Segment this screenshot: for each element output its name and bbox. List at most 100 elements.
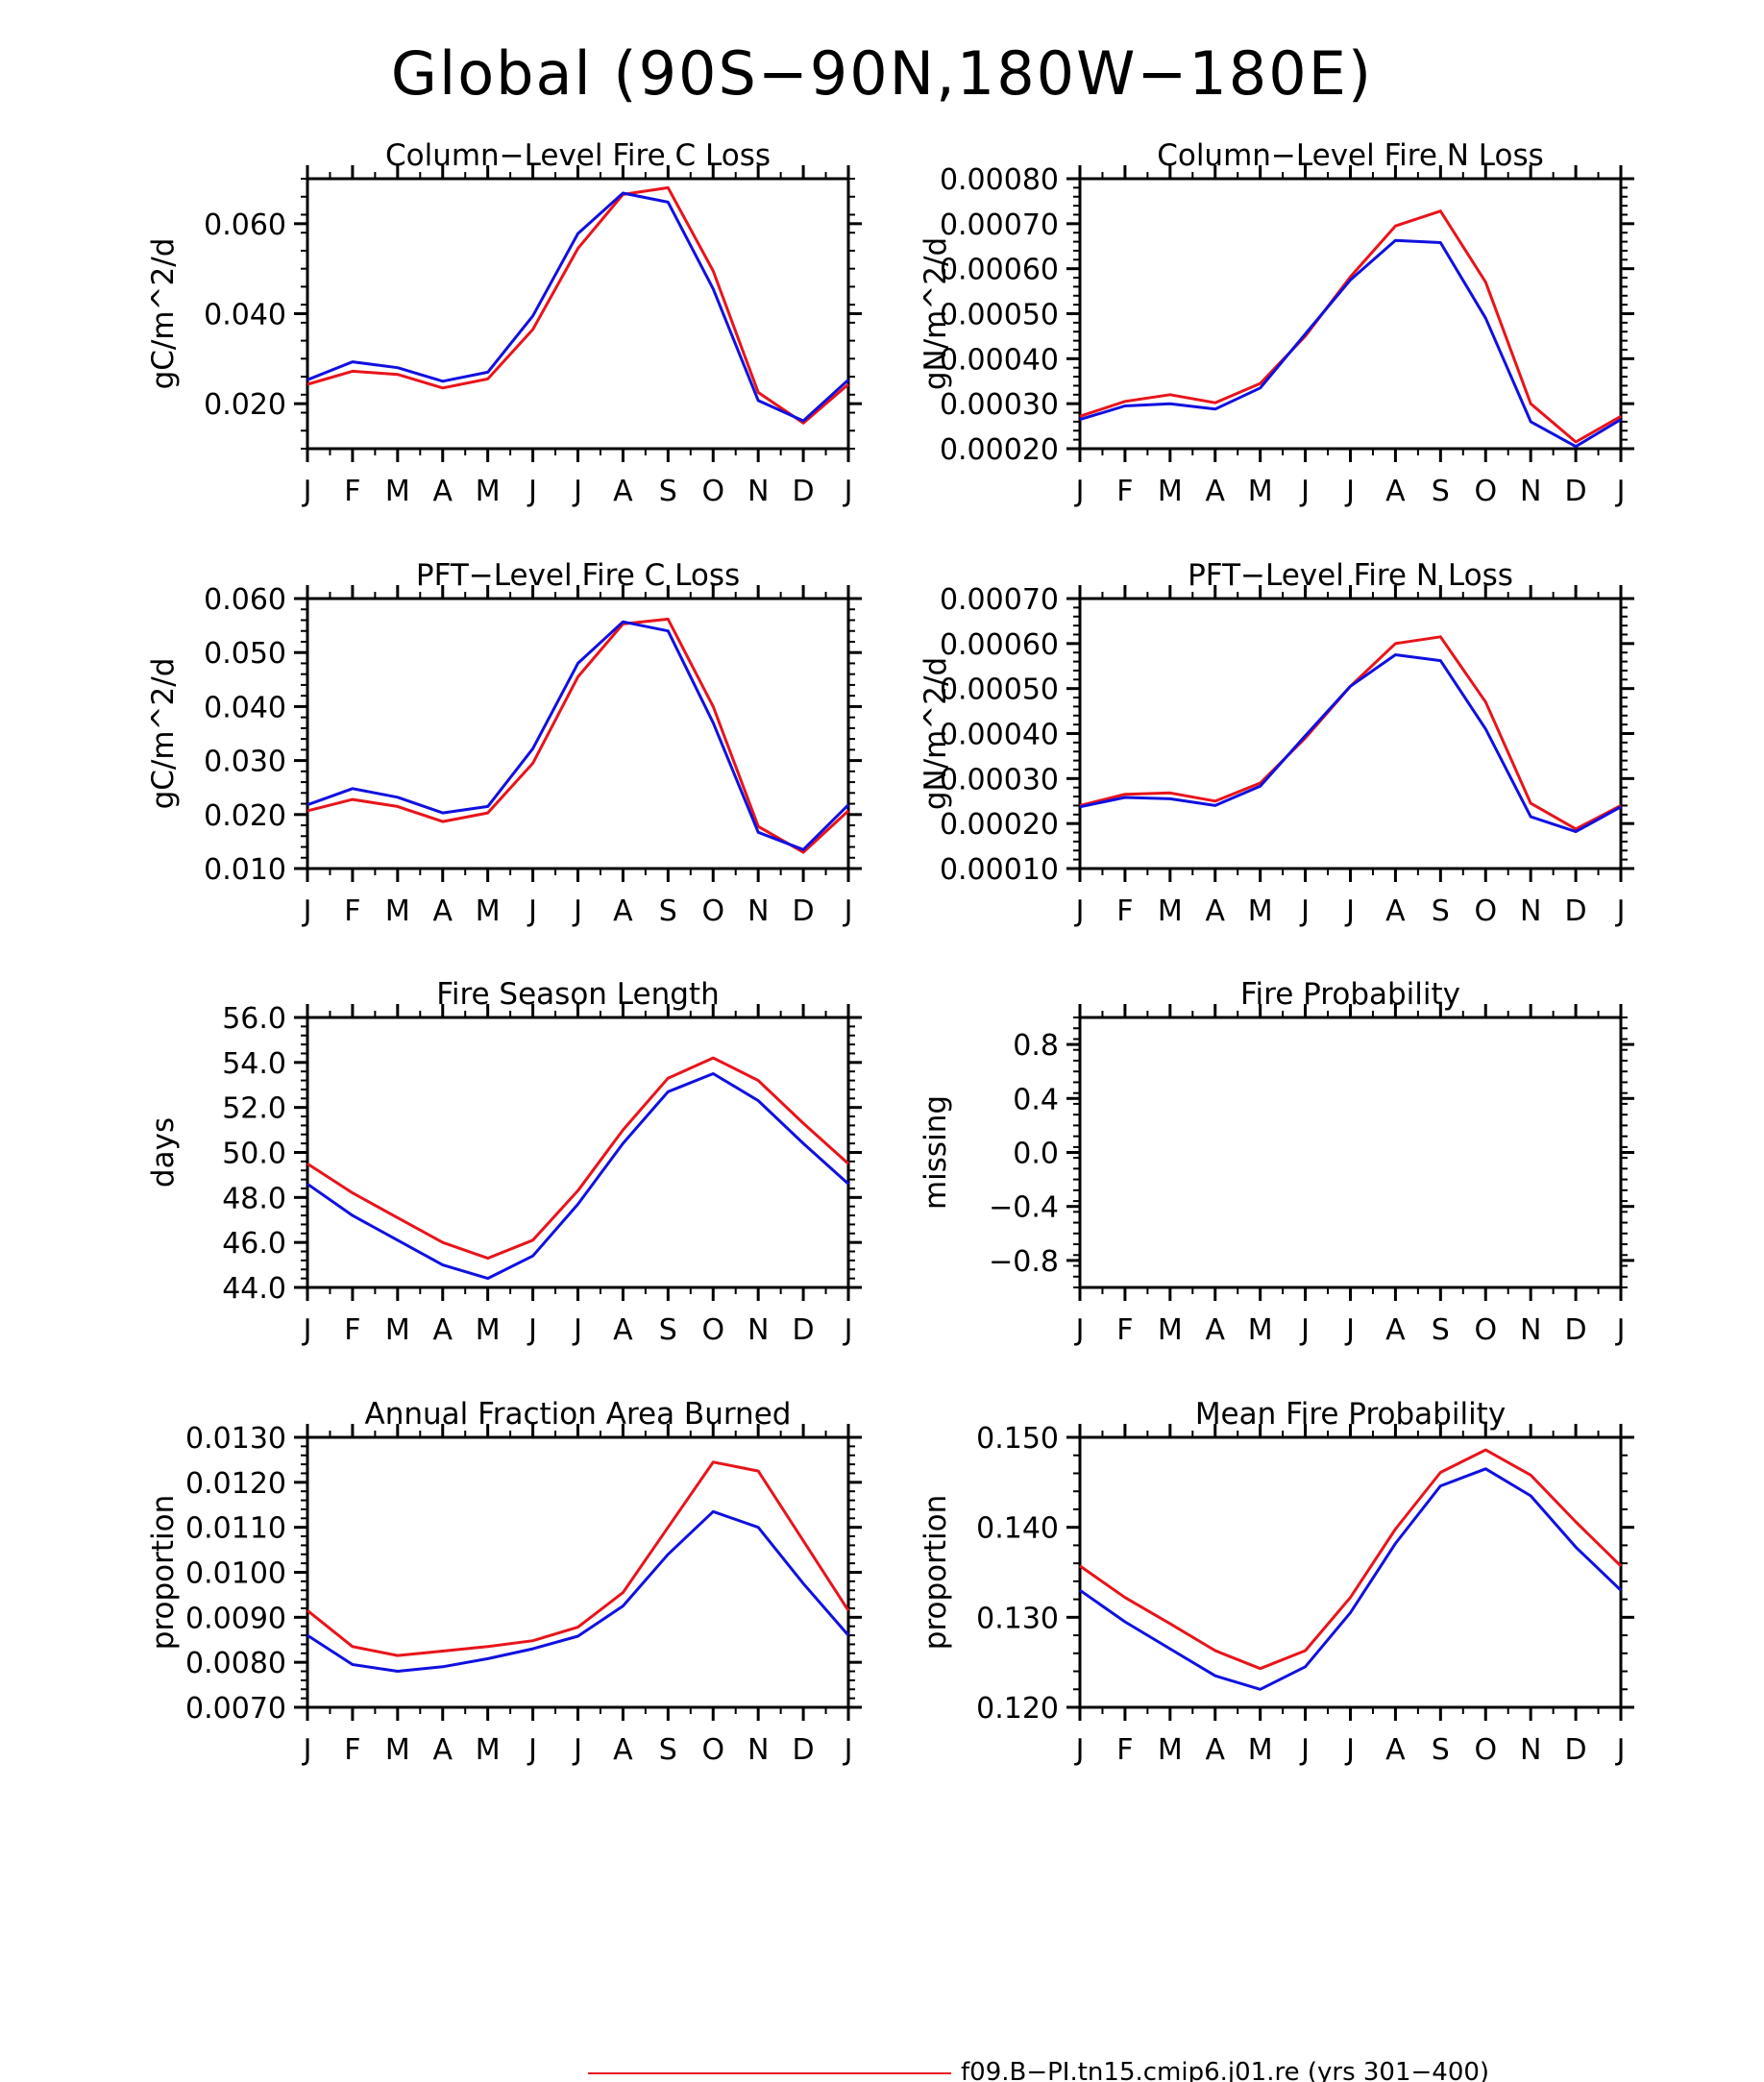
chart-panel-2: J F M A M J J A S O N D J0.000200.000300.000400.0005… — [919, 138, 1634, 508]
y-tick-label: 0.060 — [204, 583, 286, 617]
x-tick-label: J — [1615, 1733, 1626, 1767]
y-tick-label: −0.8 — [989, 1245, 1059, 1279]
y-tick-label: 0.0090 — [185, 1602, 286, 1635]
x-tick-label: N — [1520, 1733, 1541, 1767]
x-tick-label: A — [432, 1313, 453, 1347]
x-tick-label: S — [1432, 894, 1450, 928]
x-tick-label: N — [1520, 1313, 1541, 1347]
chart-title: Mean Fire Probability — [1195, 1397, 1506, 1432]
y-axis-label: proportion — [919, 1495, 953, 1650]
x-tick-label: F — [344, 894, 360, 928]
x-tick-label: N — [747, 1733, 769, 1767]
chart-title: Column−Level Fire N Loss — [1157, 138, 1544, 173]
x-tick-label: J — [1615, 1313, 1626, 1347]
x-tick-label: A — [432, 894, 453, 928]
y-tick-label: 44.0 — [222, 1272, 286, 1306]
x-tick-label: M — [385, 1313, 410, 1347]
x-tick-label: J — [1615, 894, 1626, 928]
y-tick-label: 0.140 — [976, 1512, 1059, 1546]
x-tick-label: D — [793, 894, 815, 928]
x-tick-label: J — [1299, 894, 1310, 928]
x-tick-label: J — [1299, 1733, 1310, 1767]
plot-frame — [1078, 597, 1623, 870]
x-tick-label: S — [659, 1313, 677, 1347]
chart-title: Fire Season Length — [436, 977, 719, 1012]
x-tick-label: D — [793, 1313, 815, 1347]
x-tick-label: M — [476, 475, 501, 508]
series-line-2 — [1079, 238, 1622, 449]
x-tick-label: O — [1474, 475, 1497, 508]
x-tick-label: J — [843, 475, 853, 508]
y-tick-label: 46.0 — [222, 1227, 286, 1261]
x-tick-label: A — [432, 1733, 453, 1767]
x-tick-label: A — [613, 475, 633, 508]
x-tick-label: J — [1074, 1733, 1085, 1767]
chart-title: PFT−Level Fire C Loss — [416, 558, 740, 593]
x-tick-label: J — [527, 475, 537, 508]
x-tick-label: J — [302, 1313, 312, 1347]
y-tick-label: 0.00060 — [940, 628, 1059, 662]
y-tick-label: 0.020 — [204, 799, 286, 833]
x-tick-label: J — [572, 894, 582, 928]
x-tick-label: J — [572, 1733, 582, 1767]
x-tick-label: S — [1432, 1733, 1450, 1767]
x-tick-label: A — [1205, 894, 1225, 928]
y-tick-label: 0.0120 — [185, 1467, 286, 1501]
series-line-1 — [306, 185, 849, 425]
plot-frame — [1078, 1435, 1623, 1709]
y-axis-label: proportion — [146, 1495, 181, 1650]
x-tick-label: J — [1074, 475, 1085, 508]
x-tick-label: J — [527, 1313, 537, 1347]
x-tick-label: N — [1520, 894, 1541, 928]
x-tick-label: D — [793, 475, 815, 508]
y-tick-label: 0.00020 — [940, 808, 1059, 842]
y-tick-label: 0.00010 — [940, 853, 1059, 887]
y-axis-label: gC/m^2/d — [146, 658, 181, 810]
x-tick-label: J — [572, 475, 582, 508]
plot-frame — [306, 1435, 850, 1709]
y-tick-label: 0.4 — [1013, 1083, 1059, 1116]
x-tick-label: D — [1565, 1313, 1587, 1347]
x-tick-label: M — [385, 894, 410, 928]
y-tick-label: 48.0 — [222, 1182, 286, 1215]
series-line-2 — [1079, 653, 1622, 834]
x-tick-label: S — [659, 894, 677, 928]
y-tick-label: 0.0110 — [185, 1512, 286, 1546]
x-tick-label: J — [527, 1733, 537, 1767]
x-tick-label: M — [385, 475, 410, 508]
series-line-2 — [306, 620, 850, 851]
x-tick-label: M — [476, 894, 501, 928]
x-tick-label: M — [1248, 475, 1273, 508]
y-tick-label: 0.00020 — [940, 433, 1059, 467]
x-tick-label: D — [1565, 894, 1587, 928]
chart-panel-4: J F M A M J J A S O N D J0.000100.000200.000300.0004… — [919, 558, 1634, 928]
x-tick-label: A — [1385, 475, 1406, 508]
x-tick-label: O — [701, 1733, 724, 1767]
x-tick-label: S — [1432, 1313, 1450, 1347]
x-tick-label: J — [843, 1733, 853, 1767]
plot-frame — [306, 1016, 850, 1289]
series-line-2 — [306, 1509, 850, 1673]
y-tick-label: 0.060 — [204, 208, 286, 242]
y-tick-label: 0.0080 — [185, 1647, 286, 1680]
x-tick-label: M — [1158, 894, 1183, 928]
x-tick-label: A — [1385, 894, 1406, 928]
x-tick-label: N — [747, 894, 769, 928]
x-tick-label: M — [476, 1313, 501, 1347]
x-tick-label: S — [659, 475, 677, 508]
x-tick-label: N — [747, 1313, 769, 1347]
y-tick-label: 0.040 — [204, 691, 286, 724]
y-tick-label: 54.0 — [222, 1047, 286, 1081]
x-tick-label: F — [344, 475, 360, 508]
x-tick-label: D — [793, 1733, 815, 1767]
x-tick-label: M — [1158, 1733, 1183, 1767]
series-line-1 — [306, 1460, 850, 1657]
chart-panel-7: J F M A M J J A S O N D J0.00700.00800.00900.01000.0… — [146, 1397, 862, 1767]
legend-label: f09.B−PI.tn15.cmip6.j01.re (yrs 301−400) — [961, 2058, 1489, 2082]
x-tick-label: D — [1565, 1733, 1587, 1767]
y-tick-label: 0.00040 — [940, 343, 1059, 377]
y-tick-label: 56.0 — [222, 1002, 286, 1036]
x-tick-label: M — [1158, 1313, 1183, 1347]
y-tick-label: 0.040 — [204, 299, 286, 332]
